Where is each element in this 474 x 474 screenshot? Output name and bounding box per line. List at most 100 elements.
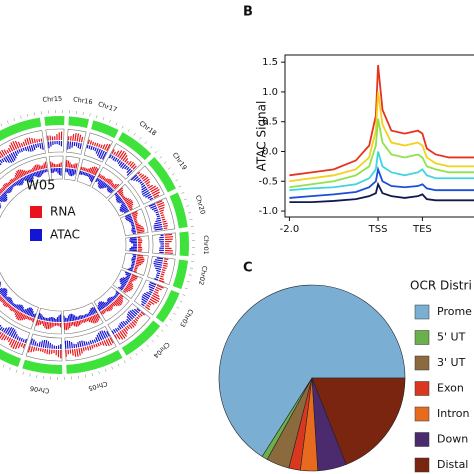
chromosome-label: Chr03 (178, 308, 195, 329)
track-bar (0, 194, 8, 201)
track-bar (2, 299, 6, 304)
track-bar (31, 137, 34, 144)
track-bar (32, 339, 35, 346)
track-bar (93, 339, 97, 343)
track-bar (4, 296, 8, 299)
track-bar (132, 254, 137, 256)
track-bar (0, 187, 5, 192)
track-bar (136, 261, 144, 264)
track-bar (128, 205, 133, 209)
track-bar (98, 144, 101, 148)
track-bar (15, 304, 19, 309)
track-bar (7, 147, 12, 153)
track-bar (18, 149, 21, 153)
track-bar (111, 149, 115, 154)
track-bar (163, 258, 169, 261)
track-bar (136, 229, 145, 232)
track-bar (131, 321, 137, 326)
track-bar (150, 186, 159, 193)
track-bar (4, 156, 10, 164)
track-bar (0, 203, 1, 205)
ruler-tick (178, 185, 182, 188)
track-bar (117, 296, 124, 302)
track-bar (78, 320, 81, 326)
track-bar (30, 173, 34, 180)
track-bar (7, 304, 11, 308)
track-bar (120, 202, 126, 207)
track-bar (38, 341, 41, 347)
track-bar (12, 140, 18, 150)
track-bar (145, 181, 151, 185)
track-bar (99, 311, 103, 315)
track-bar (17, 312, 23, 321)
track-bar (105, 339, 110, 347)
track-bar (139, 313, 143, 317)
track-bar (133, 218, 137, 221)
track-bar (12, 178, 16, 182)
track-bar (96, 142, 99, 147)
track-bar (98, 173, 101, 178)
track-bar (91, 339, 95, 344)
track-bar (15, 181, 19, 186)
track-bar (90, 308, 95, 315)
track-bar (89, 309, 93, 316)
track-bar (19, 313, 24, 321)
chromosome-band (169, 192, 188, 229)
track-bar (148, 285, 155, 290)
ruler-tick (141, 348, 144, 352)
track-bar (3, 157, 8, 163)
track-bar (84, 314, 87, 318)
ruler-tick (104, 368, 107, 372)
track-bar (93, 307, 98, 314)
track-bar (153, 265, 162, 268)
track-bar (116, 297, 123, 304)
track-bar (108, 297, 114, 302)
legend-swatch (30, 206, 42, 218)
track-bar (22, 343, 26, 349)
track-bar (117, 286, 123, 291)
track-bar (79, 320, 82, 324)
track-frame (112, 269, 143, 299)
track-bar (102, 301, 108, 307)
line-series (289, 181, 474, 204)
track-bar (151, 294, 160, 300)
track-bar (162, 222, 168, 225)
track-bar (124, 198, 130, 202)
x-tick-label: TES (412, 224, 432, 235)
track-bar (155, 274, 160, 277)
track-bar (155, 211, 159, 214)
track-bar (19, 169, 24, 177)
track-bar (76, 348, 79, 357)
chromosome-band (147, 157, 176, 193)
track-bar (100, 301, 106, 308)
track-bar (38, 138, 41, 143)
track-frame (119, 208, 149, 237)
track-bar (159, 209, 165, 213)
track-bar (115, 195, 120, 199)
track-bar (8, 181, 12, 185)
track-bar (20, 306, 25, 312)
track-bar (122, 320, 127, 326)
track-bar (140, 182, 145, 186)
track-bar (41, 165, 44, 169)
track-bar (0, 205, 2, 207)
track-bar (112, 328, 117, 334)
track-bar (148, 290, 153, 294)
chromosome-band (155, 289, 180, 323)
track-bar (131, 227, 136, 230)
legend-title: W05 (26, 179, 55, 194)
ruler-tick (176, 306, 180, 309)
track-bar (103, 330, 109, 338)
track-bar (98, 149, 103, 159)
track-bar (39, 348, 42, 352)
ruler-tick (159, 156, 163, 159)
track-bar (10, 329, 16, 338)
line-series (289, 151, 474, 192)
track-bar (160, 273, 165, 276)
track-bar (2, 193, 8, 199)
track-bar (113, 183, 120, 190)
track-bar (128, 281, 134, 286)
legend-label: Exon (437, 382, 464, 395)
track-bar (89, 340, 93, 345)
